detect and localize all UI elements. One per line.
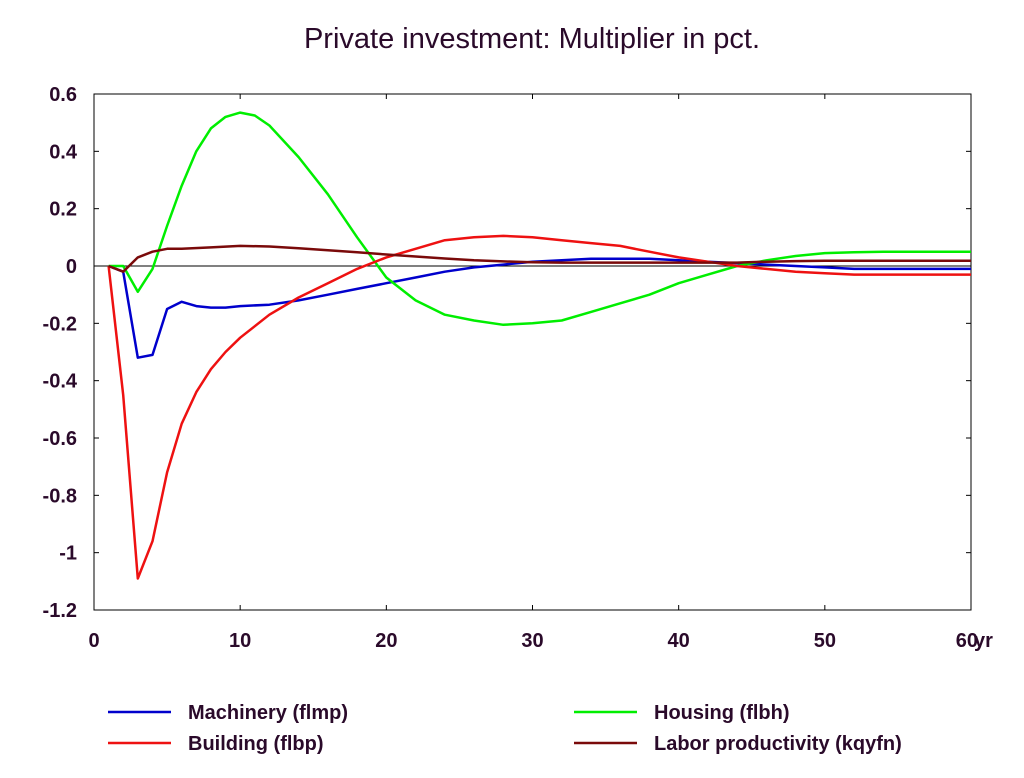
y-axis: 0.6 0.4 0.2 0 -0.2 -0.4 -0.6 -0.8 -1 -1.2 [43,84,971,622]
series-line-0 [108,257,971,359]
x-tick-label: 10 [229,630,251,652]
legend: Machinery (flmp) Building (flbp) Housing (… [108,702,902,755]
y-tick-label: 0 [66,256,77,278]
y-tick-label: 0.2 [49,199,77,221]
x-unit-label: yr [974,630,993,652]
x-tick-label: 20 [375,630,397,652]
x-tick-label: 50 [814,630,836,652]
y-tick-label: -0.8 [43,485,77,507]
y-tick-label: -1.2 [43,600,77,622]
y-tick-label: -0.4 [43,371,78,393]
series-line-1 [108,111,971,327]
y-tick-label: -1 [59,543,77,565]
x-tick-label: 0 [88,630,99,652]
series-line-2 [107,234,971,580]
y-tick-label: 0.4 [49,141,78,163]
x-tick-label: 60 [956,630,978,652]
y-tick-label: 0.6 [49,84,77,106]
y-tick-label: -0.2 [43,313,77,335]
chart-title: Private investment: Multiplier in pct. [304,23,760,55]
legend-label: Machinery (flmp) [188,702,348,724]
y-tick-label: -0.6 [43,428,77,450]
x-tick-label: 40 [668,630,690,652]
x-tick-label: 30 [521,630,543,652]
legend-label: Building (flbp) [188,733,324,755]
series-lines [107,111,971,580]
legend-label: Labor productivity (kqyfn) [654,733,902,755]
legend-label: Housing (flbh) [654,702,790,724]
series-line-3 [108,244,971,273]
